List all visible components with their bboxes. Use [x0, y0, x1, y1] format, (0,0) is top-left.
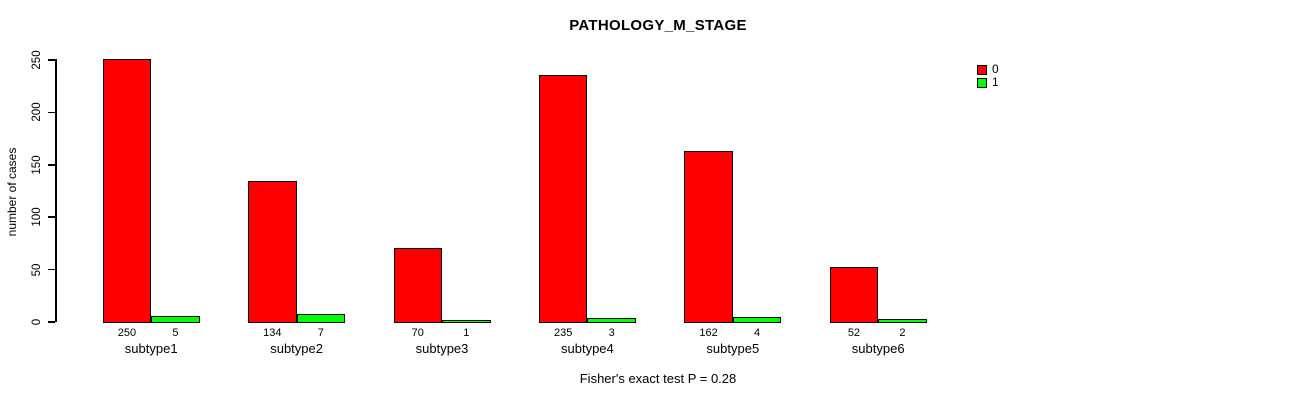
x-category-label: subtype2: [270, 341, 323, 356]
bar-0-subtype1: [102, 59, 152, 323]
bar-0-subtype4: [538, 74, 588, 323]
y-tick-mark: [48, 321, 55, 323]
x-category-label: subtype3: [415, 341, 469, 356]
bar-1-subtype6: [878, 318, 927, 323]
bar-0-subtype2: [248, 180, 297, 323]
bar-value-label: 5: [172, 327, 179, 339]
bar-0-subtype3: [393, 247, 442, 323]
x-category-label: subtype1: [124, 341, 178, 356]
bar-value-label: 7: [317, 327, 324, 339]
bar-0-subtype6: [829, 266, 879, 323]
bar-0-subtype5: [684, 151, 733, 323]
bar-value-label: 3: [608, 327, 615, 339]
footnote: Fisher's exact test P = 0.28: [579, 371, 737, 386]
bar-value-label: 235: [553, 327, 573, 339]
legend-swatch-1: [977, 77, 987, 88]
bar-value-label: 162: [699, 327, 718, 339]
bar-value-label: 134: [263, 327, 282, 339]
bar-1-subtype5: [732, 316, 782, 323]
bar-1-subtype4: [587, 317, 636, 323]
bar-1-subtype3: [442, 319, 491, 323]
bar-value-label: 1: [463, 327, 470, 339]
y-tick-mark: [48, 111, 55, 114]
y-tick-mark: [48, 216, 55, 218]
bar-value-label: 52: [847, 327, 861, 339]
legend-label: 0: [992, 62, 999, 76]
bar-value-label: 70: [411, 327, 424, 339]
x-category-label: subtype6: [851, 341, 905, 356]
y-tick-mark: [48, 164, 55, 166]
bar-value-label: 4: [753, 327, 761, 339]
y-tick-mark: [48, 59, 55, 61]
x-category-label: subtype4: [561, 341, 614, 356]
bar-value-label: 250: [117, 327, 137, 339]
bar-1-subtype1: [151, 315, 200, 323]
bar-value-label: 2: [899, 327, 906, 339]
x-category-label: subtype5: [706, 341, 760, 356]
chart-title: PATHOLOGY_M_STAGE: [569, 17, 747, 34]
legend-item-0: 0: [977, 62, 999, 76]
y-tick-mark: [48, 268, 55, 271]
legend-label: 1: [992, 75, 999, 89]
y-axis-line: [55, 59, 57, 322]
bar-1-subtype2: [296, 313, 346, 323]
legend-item-1: 1: [977, 75, 999, 89]
legend-swatch-0: [977, 64, 987, 75]
